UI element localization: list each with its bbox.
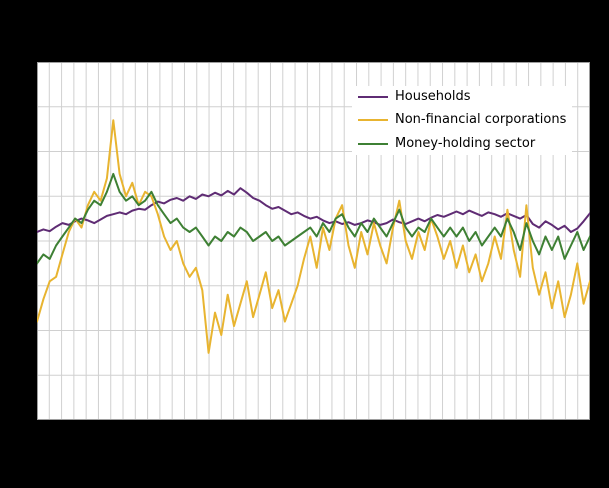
- legend-label-households: Households: [395, 89, 471, 104]
- legend-item-non-financial-corporations: Non-financial corporations: [358, 112, 567, 128]
- money-holding-line-swatch-icon: [358, 142, 388, 145]
- households-line-swatch-icon: [358, 96, 388, 99]
- legend-item-money-holding-sector: Money-holding sector: [358, 135, 566, 151]
- legend-item-households: Households: [358, 89, 566, 104]
- non-financial-line-swatch-icon: [358, 119, 388, 122]
- legend-label-money-holding-sector: Money-holding sector: [395, 135, 536, 151]
- plot-area: Households Non-financial corporations Mo…: [37, 62, 590, 420]
- legend-label-non-financial-corporations: Non-financial corporations: [395, 112, 567, 128]
- legend: Households Non-financial corporations Mo…: [352, 86, 573, 155]
- line-chart-canvas: [37, 62, 590, 420]
